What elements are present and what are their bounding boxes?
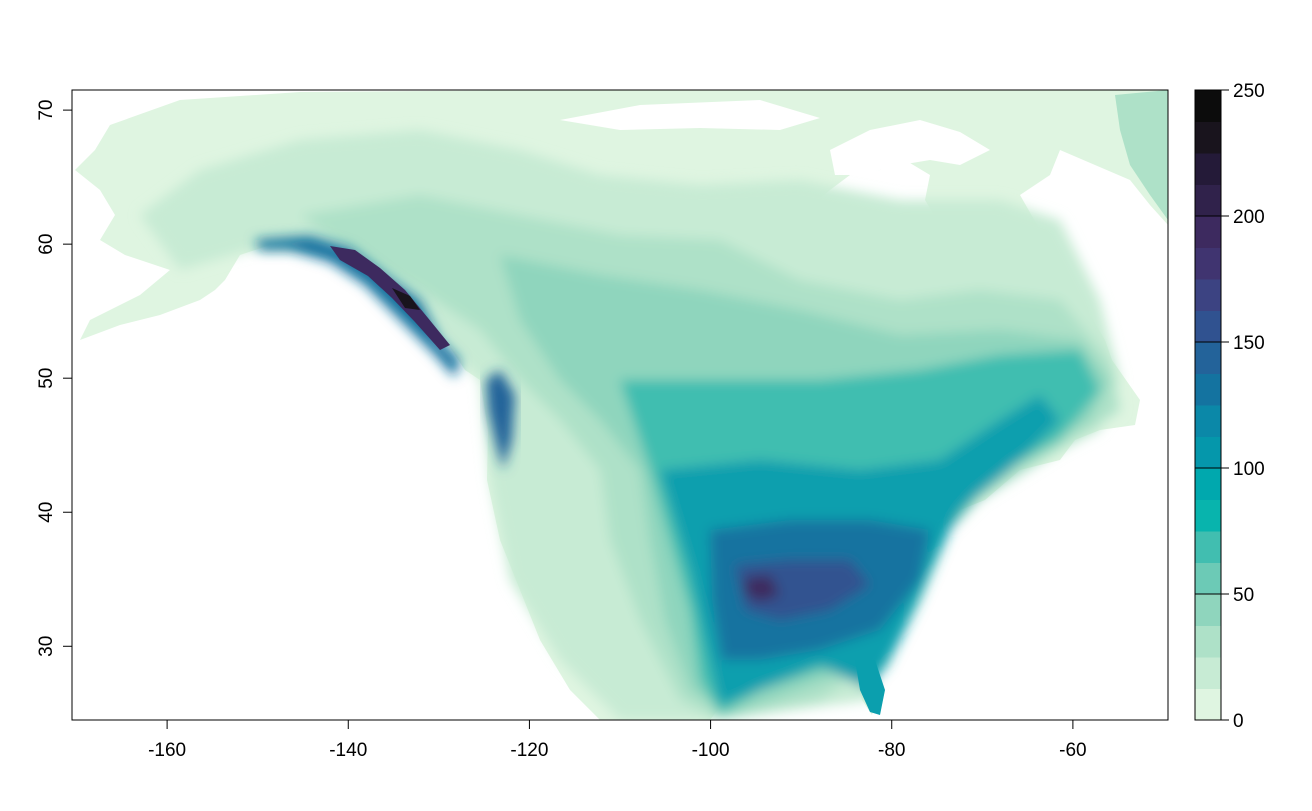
legend-swatch	[1195, 216, 1221, 248]
y-tick-label: 40	[36, 502, 57, 523]
legend-swatch	[1195, 657, 1221, 689]
y-tick-label: 50	[36, 368, 57, 389]
legend-swatch	[1195, 373, 1221, 406]
coastal-wet-peak	[392, 288, 420, 310]
legend-swatch	[1195, 531, 1221, 563]
legend-swatch	[1195, 625, 1221, 658]
cascades-band	[486, 370, 515, 470]
legend-swatch	[1195, 279, 1221, 311]
map-panel	[72, 90, 1168, 720]
band-deep-purple	[745, 575, 780, 602]
legend-tick-label: 0	[1233, 711, 1244, 732]
legend-tick-label: 200	[1233, 207, 1265, 228]
x-tick-label: -120	[510, 740, 548, 761]
y-tick-label: 70	[36, 100, 57, 121]
x-tick-label: -80	[878, 740, 905, 761]
y-axis: 30 40 50 60 70	[36, 100, 72, 657]
legend-swatch	[1195, 594, 1221, 626]
legend-swatch	[1195, 499, 1221, 532]
legend-swatch	[1195, 562, 1221, 595]
legend-tick-label: 250	[1233, 81, 1265, 102]
arctic-water-2	[560, 100, 820, 130]
legend-tick-label: 100	[1233, 459, 1265, 480]
legend-tick-label: 150	[1233, 333, 1265, 354]
map-frame	[71, 89, 1169, 721]
y-tick-label: 30	[36, 636, 57, 657]
florida	[855, 660, 885, 715]
legend-tick-label: 50	[1233, 585, 1254, 606]
legend-swatch	[1195, 342, 1221, 374]
legend-swatch	[1195, 688, 1221, 721]
legend-swatch	[1195, 184, 1221, 217]
legend-swatch	[1195, 310, 1221, 343]
greenland-edge	[1115, 90, 1168, 220]
x-tick-label: -100	[692, 740, 730, 761]
arctic-water-1	[830, 120, 990, 175]
x-tick-label: -140	[329, 740, 367, 761]
x-tick-label: -160	[148, 740, 186, 761]
legend-swatch	[1195, 436, 1221, 469]
legend-swatch	[1195, 405, 1221, 437]
x-axis: -160 -140 -120 -100 -80 -60	[148, 720, 1087, 761]
band-deep-south	[735, 560, 870, 620]
legend-swatch	[1195, 468, 1221, 500]
x-tick-label: -60	[1059, 740, 1086, 761]
legend-swatch	[1195, 121, 1221, 154]
color-legend: 0 50 100 150 200 250	[1194, 81, 1265, 732]
legend-swatch	[1195, 153, 1221, 185]
coastal-wet-core	[330, 246, 450, 350]
y-tick-label: 60	[36, 234, 57, 255]
legend-swatch	[1195, 90, 1221, 122]
legend-swatch	[1195, 247, 1221, 280]
